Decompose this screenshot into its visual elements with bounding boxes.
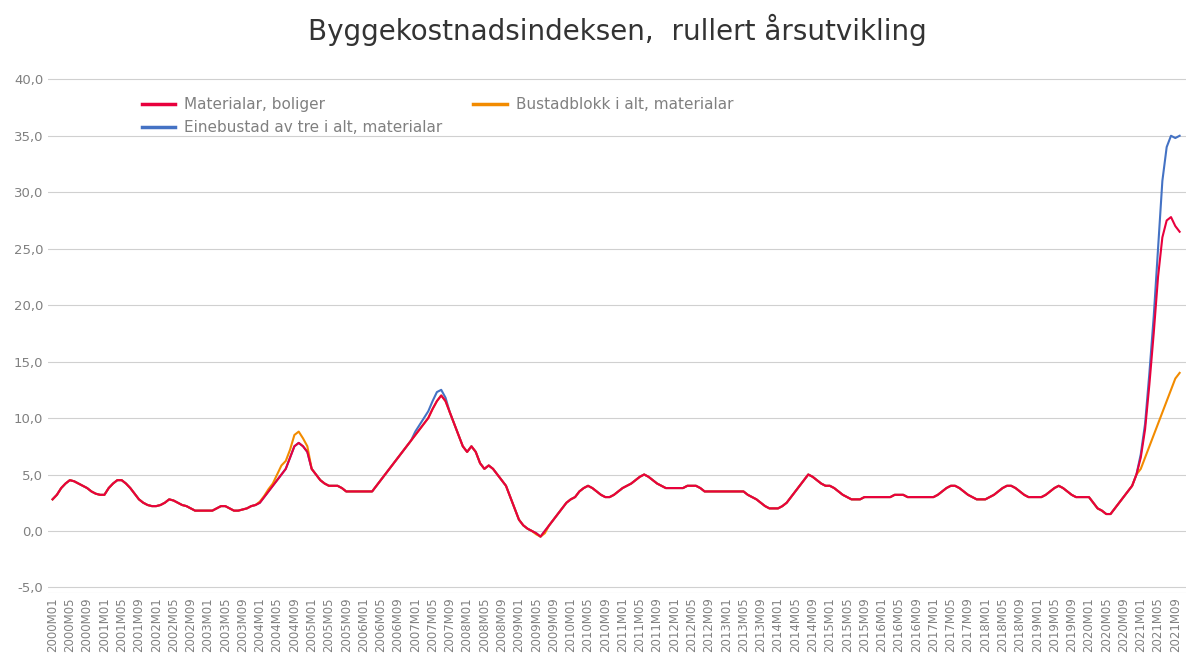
- Legend: Materialar, boliger, Einebustad av tre i alt, materialar, Bustadblokk i alt, mat: Materialar, boliger, Einebustad av tre i…: [136, 91, 739, 141]
- Title: Byggekostnadsindeksen,  rullert årsutvikling: Byggekostnadsindeksen, rullert årsutvikl…: [308, 14, 926, 46]
